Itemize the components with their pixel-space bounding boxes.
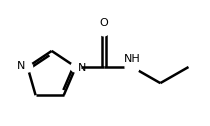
Text: NH: NH	[124, 54, 140, 64]
Circle shape	[125, 60, 139, 74]
Text: O: O	[100, 18, 108, 28]
Text: N: N	[78, 63, 86, 73]
Circle shape	[99, 26, 109, 36]
Text: N: N	[17, 61, 26, 71]
Circle shape	[71, 62, 81, 72]
Circle shape	[22, 62, 33, 72]
